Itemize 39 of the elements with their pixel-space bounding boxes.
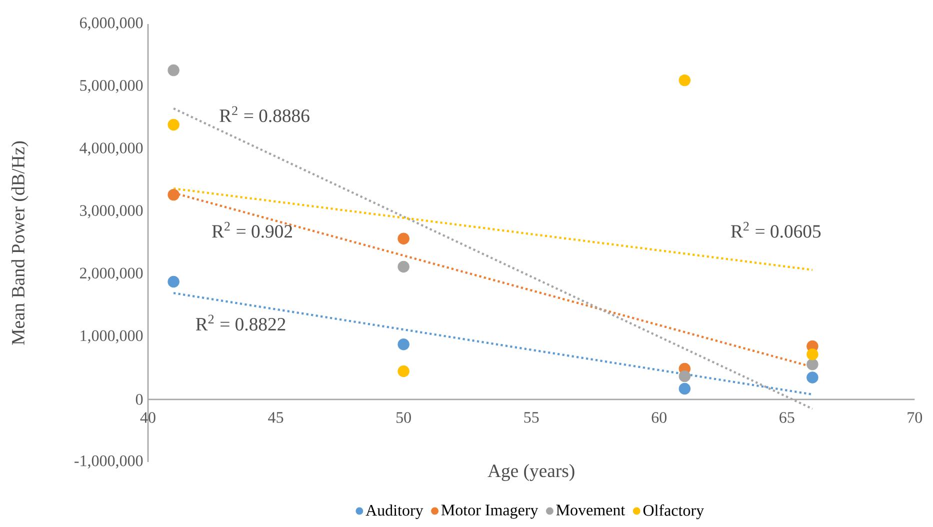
point [398,365,410,378]
annotation: R$^{2}$ = 0.902 [212,222,292,238]
y-tick-label: 1,000,000 [80,330,143,344]
y-axis-title: Mean Band Power (dB/Hz) [11,141,28,345]
y-tick-label: -1,000,000 [74,455,143,469]
legend-label: Olfactory [643,504,704,520]
point [678,382,691,395]
x-tick-label: 40 [140,412,156,423]
point [168,188,180,201]
y-tick-label: 5,000,000 [80,80,143,94]
x-axis-title: Age (years) [488,464,574,482]
legend-label: Auditory [366,504,424,520]
annotation: R$^{2}$ = 0.8822 [196,314,286,331]
x-tick-label: 70 [908,412,922,423]
point [398,232,410,244]
x-tick-label: 45 [268,412,284,423]
y-tick-label: 0 [136,394,143,405]
point [806,348,818,360]
x-tick-label: 50 [396,412,411,423]
point [168,118,180,131]
point [678,74,691,86]
point [168,276,180,288]
annotation: R$^{2}$ = 0.8886 [220,106,310,122]
point [678,370,691,382]
point [398,338,410,350]
legend-label: Movement [556,504,626,516]
x-tick-label: 65 [780,412,794,423]
y-tick-label: 4,000,000 [80,142,143,156]
x-tick-label: 55 [524,412,539,423]
y-tick-label: 3,000,000 [80,205,143,218]
point [806,358,818,370]
point [806,372,818,384]
annotation: R$^{2}$ = 0.0605 [731,222,821,238]
point [398,260,410,273]
y-tick-label: 2,000,000 [80,268,143,281]
x-tick-label: 60 [652,412,666,423]
y-tick-label: 6,000,000 [80,17,143,31]
point [168,64,180,76]
legend-label: Motor Imagery [441,504,538,519]
